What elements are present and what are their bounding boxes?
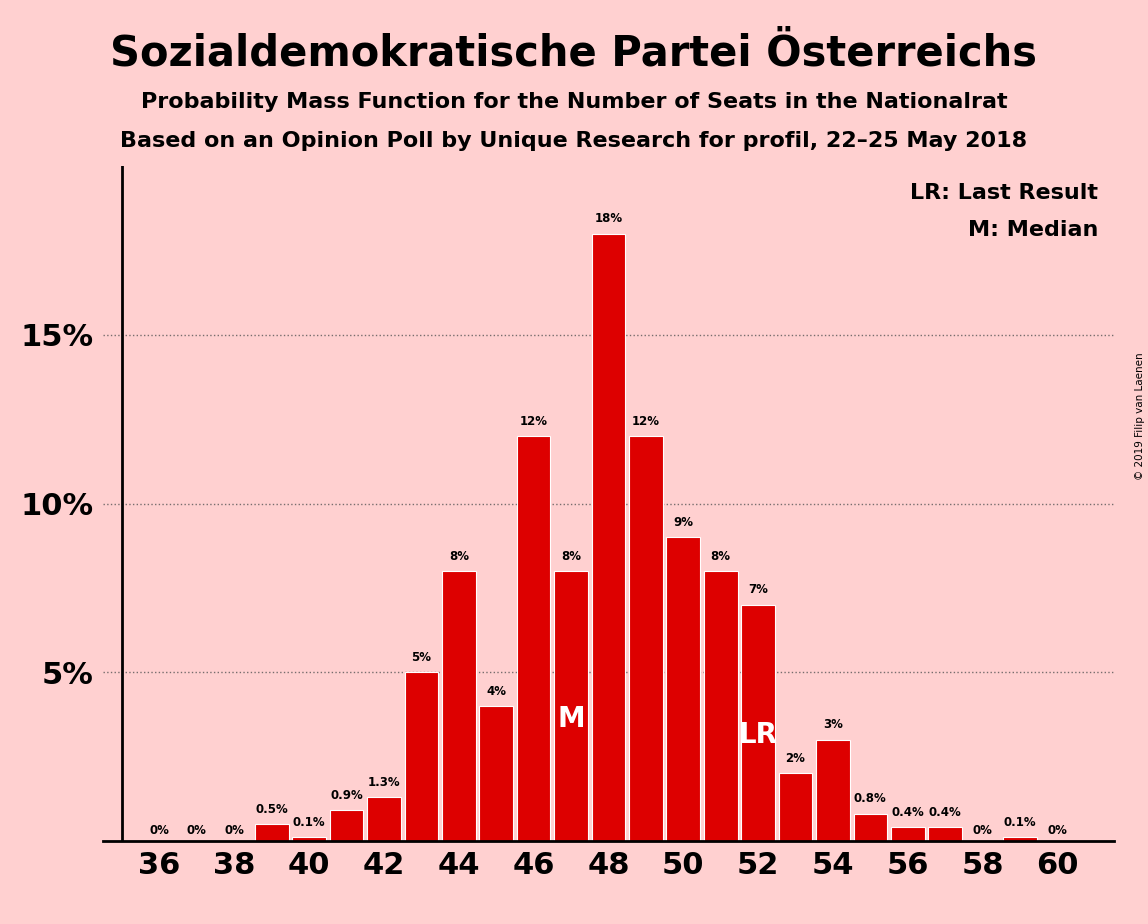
Text: 0.4%: 0.4% xyxy=(929,806,962,819)
Text: 5%: 5% xyxy=(411,650,432,663)
Text: Based on an Opinion Poll by Unique Research for profil, 22–25 May 2018: Based on an Opinion Poll by Unique Resea… xyxy=(121,131,1027,152)
Bar xyxy=(329,810,364,841)
Bar xyxy=(778,773,813,841)
Text: Probability Mass Function for the Number of Seats in the Nationalrat: Probability Mass Function for the Number… xyxy=(141,92,1007,113)
Text: LR: LR xyxy=(738,721,777,748)
Bar xyxy=(742,605,775,841)
Bar xyxy=(891,827,924,841)
Text: 12%: 12% xyxy=(631,415,660,428)
Text: 8%: 8% xyxy=(449,550,468,563)
Text: 8%: 8% xyxy=(561,550,581,563)
Text: 0.1%: 0.1% xyxy=(1003,816,1037,829)
Bar xyxy=(255,824,288,841)
Bar xyxy=(517,436,550,841)
Text: 18%: 18% xyxy=(595,213,622,225)
Text: 0%: 0% xyxy=(972,824,993,837)
Bar xyxy=(816,739,850,841)
Text: 0.9%: 0.9% xyxy=(331,789,363,802)
Text: 0.1%: 0.1% xyxy=(293,816,325,829)
Bar xyxy=(853,814,887,841)
Bar xyxy=(629,436,662,841)
Text: 0%: 0% xyxy=(187,824,207,837)
Text: 4%: 4% xyxy=(487,685,506,698)
Text: 3%: 3% xyxy=(823,718,843,731)
Text: Sozialdemokratische Partei Österreichs: Sozialdemokratische Partei Österreichs xyxy=(110,32,1038,74)
Bar xyxy=(591,234,626,841)
Bar xyxy=(480,706,513,841)
Bar xyxy=(667,538,700,841)
Text: 0%: 0% xyxy=(224,824,245,837)
Text: 1.3%: 1.3% xyxy=(367,775,401,788)
Bar xyxy=(442,571,475,841)
Text: 12%: 12% xyxy=(520,415,548,428)
Text: 0.8%: 0.8% xyxy=(854,793,886,806)
Bar xyxy=(404,673,439,841)
Text: 8%: 8% xyxy=(711,550,730,563)
Text: 2%: 2% xyxy=(785,752,806,765)
Text: 9%: 9% xyxy=(673,516,693,529)
Bar xyxy=(293,837,326,841)
Text: 0.5%: 0.5% xyxy=(255,803,288,816)
Text: M: Median: M: Median xyxy=(968,220,1099,240)
Text: M: M xyxy=(557,705,584,734)
Bar xyxy=(1003,837,1037,841)
Bar xyxy=(704,571,737,841)
Text: 7%: 7% xyxy=(748,583,768,596)
Text: 0.4%: 0.4% xyxy=(891,806,924,819)
Text: 0%: 0% xyxy=(1047,824,1068,837)
Bar xyxy=(929,827,962,841)
Text: © 2019 Filip van Laenen: © 2019 Filip van Laenen xyxy=(1135,352,1145,480)
Bar xyxy=(367,797,401,841)
Text: 0%: 0% xyxy=(149,824,170,837)
Text: LR: Last Result: LR: Last Result xyxy=(910,183,1099,203)
Bar xyxy=(554,571,588,841)
